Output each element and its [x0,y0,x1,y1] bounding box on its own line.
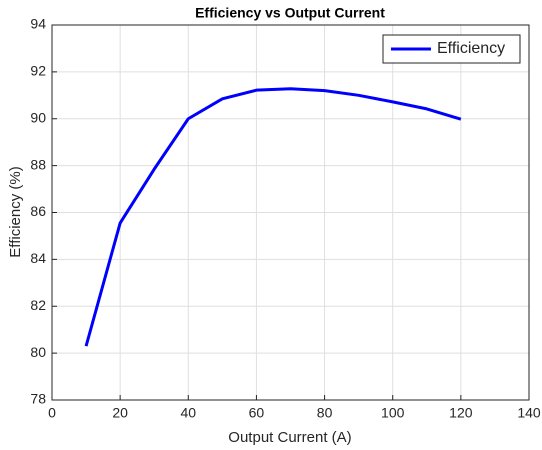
y-tick-label: 78 [30,391,46,407]
y-tick-label: 86 [30,203,46,219]
x-tick-label: 80 [317,405,333,421]
x-tick-label: 140 [517,405,541,421]
y-tick-label: 94 [30,16,46,32]
x-axis-label: Output Current (A) [228,429,351,446]
legend-label: Efficiency [437,40,505,57]
x-tick-label: 40 [180,405,196,421]
x-tick-label: 120 [449,405,473,421]
y-tick-label: 90 [30,109,46,125]
y-tick-label: 84 [30,250,46,266]
x-tick-label: 0 [48,405,56,421]
y-tick-label: 82 [30,297,46,313]
x-tick-label: 100 [381,405,405,421]
y-axis-label: Efficiency (%) [7,166,24,257]
chart-title: Efficiency vs Output Current [195,5,385,21]
y-tick-label: 92 [30,63,46,79]
y-tick-label: 88 [30,156,46,172]
y-tick-label: 80 [30,344,46,360]
x-tick-label: 60 [249,405,265,421]
data-line [84,87,462,347]
plot-frame [51,24,530,401]
x-tick-label: 20 [112,405,128,421]
